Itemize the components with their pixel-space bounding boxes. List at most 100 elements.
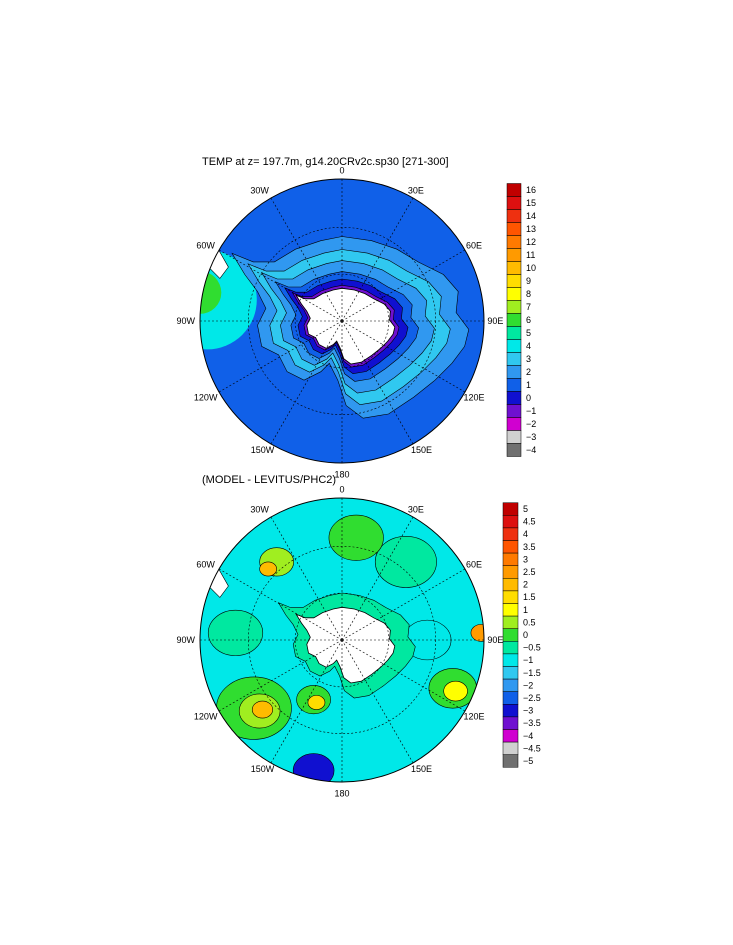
colorbar-swatch [506, 391, 522, 405]
colorbar-tick-label: −4.5 [523, 743, 541, 753]
longitude-label: 120W [194, 712, 218, 722]
colorbar-swatch [502, 729, 519, 743]
colorbar-swatch [502, 590, 519, 604]
colorbar-tick-label: 9 [526, 276, 531, 286]
anomaly-blob-10 [328, 514, 384, 561]
colorbar-tick-label: 13 [526, 224, 536, 234]
longitude-label: 120W [194, 393, 218, 403]
longitude-label: 60W [196, 560, 215, 570]
colorbar-swatch [506, 196, 522, 210]
colorbar-swatch [502, 666, 519, 680]
colorbar-tick-label: 7 [526, 302, 531, 312]
colorbar-swatch [502, 603, 519, 617]
anomaly-blob-2 [251, 700, 274, 719]
colorbar-tick-label: 1.5 [523, 592, 536, 602]
anomaly-blob-8 [259, 561, 277, 577]
colorbar-tick-label: 1 [526, 380, 531, 390]
colorbar-tick-label: 14 [526, 211, 536, 221]
polar-map-1: 0 30E 60E 90E 120E 150E 180 150W 120W 90W 60W 30W [177, 165, 504, 479]
chart-title-temp: TEMP at z= 197.7m, g14.20CRv2c.sp30 [271… [202, 156, 449, 168]
colorbar-swatch [502, 641, 519, 655]
colorbar-tick-label: 4.5 [523, 517, 536, 527]
colorbar-swatch [502, 741, 519, 755]
anomaly-blob-13 [470, 624, 484, 642]
longitude-label: 30E [408, 185, 424, 195]
longitude-label: 90W [177, 635, 196, 645]
longitude-label: 180 [334, 788, 349, 798]
longitude-label: 90E [487, 635, 503, 645]
longitude-label: 180 [334, 469, 349, 479]
anomaly-blob-11 [207, 609, 264, 656]
longitude-label: 90E [487, 316, 503, 326]
colorbar-swatch [506, 261, 522, 275]
colorbar-tick-label: 5 [523, 504, 528, 514]
colorbar-swatch [506, 443, 522, 457]
colorbar-tick-label: −0.5 [523, 643, 541, 653]
colorbar-swatch [506, 352, 522, 366]
colorbar-tick-label: 0 [526, 393, 531, 403]
colorbar-tick-label: −4 [523, 731, 533, 741]
colorbar-tick-label: 3 [523, 554, 528, 564]
colorbar-tick-label: 2 [523, 580, 528, 590]
antarctica-landmass [295, 606, 396, 684]
colorbar-swatch [502, 552, 519, 566]
colorbar-tick-label: 1 [523, 605, 528, 615]
colorbar-tick-label: −2 [523, 680, 533, 690]
colorbar-swatch [506, 274, 522, 288]
colorbar-tick-label: −1 [523, 655, 533, 665]
longitude-label: 150W [251, 764, 275, 774]
colorbar-swatch [506, 339, 522, 353]
colorbar-swatch [506, 235, 522, 249]
colorbar-swatch [506, 326, 522, 340]
colorbar-swatch [506, 378, 522, 392]
longitude-label: 0 [339, 165, 344, 175]
colorbar-swatch [506, 313, 522, 327]
longitude-label: 120E [464, 712, 485, 722]
longitude-label: 30E [408, 504, 424, 514]
colorbar-swatch [502, 754, 519, 768]
colorbar-swatch [502, 565, 519, 579]
colorbar-tick-label: 12 [526, 237, 536, 247]
colorbar-swatch [502, 704, 519, 718]
colorbar-tick-label: −4 [526, 445, 536, 455]
colorbar-swatch [506, 183, 522, 197]
colorbar-tick-label: 5 [526, 328, 531, 338]
colorbar-tick-label: 10 [526, 263, 536, 273]
colorbar-tick-label: −3 [523, 706, 533, 716]
colorbar-swatch [506, 365, 522, 379]
colorbar-swatch [506, 287, 522, 301]
colorbar-tick-label: 15 [526, 198, 536, 208]
colorbar-swatch [502, 540, 519, 554]
colorbar-swatch [502, 502, 519, 516]
polar-map-2: 0 30E 60E 90E 120E 150E 180 150W 120W 90W 60W 30W [177, 484, 504, 798]
colorbar-tick-label: 4 [523, 529, 528, 539]
colorbar-swatch [502, 678, 519, 692]
colorbar-swatch [506, 248, 522, 262]
longitude-label: 30W [250, 504, 269, 514]
graticule [200, 498, 484, 782]
colorbar-tick-label: 0 [523, 630, 528, 640]
colorbar-tick-label: −3.5 [523, 718, 541, 728]
longitude-label: 90W [177, 316, 196, 326]
colorbar-swatch [506, 404, 522, 418]
anomaly-blob-14 [292, 753, 335, 782]
anomaly-blob-9 [374, 536, 437, 588]
colorbar-swatch [502, 691, 519, 705]
antarctica-landmass [295, 287, 396, 365]
colorbar-swatch [506, 417, 522, 431]
map-border [199, 497, 485, 783]
colorbar-tick-label: 2.5 [523, 567, 536, 577]
colorbar-tick-label: 0.5 [523, 617, 536, 627]
colorbar-tick-label: −5 [523, 756, 533, 766]
longitude-label: 150E [411, 445, 432, 455]
colorbar-swatch [502, 653, 519, 667]
anomaly-blob-6 [307, 695, 326, 710]
longitude-label: 0 [339, 484, 344, 494]
colorbar-swatch [506, 430, 522, 444]
colorbar-2: 5 4.5 4 3.5 3 2.5 2 1.5 1 0.5 0 −0.5 −1 −1.5 −2 −2.5 −3 −… [502, 502, 541, 768]
colorbar-tick-label: 2 [526, 367, 531, 377]
colorbar-tick-label: −1 [526, 406, 536, 416]
colorbar-swatch [502, 628, 519, 642]
